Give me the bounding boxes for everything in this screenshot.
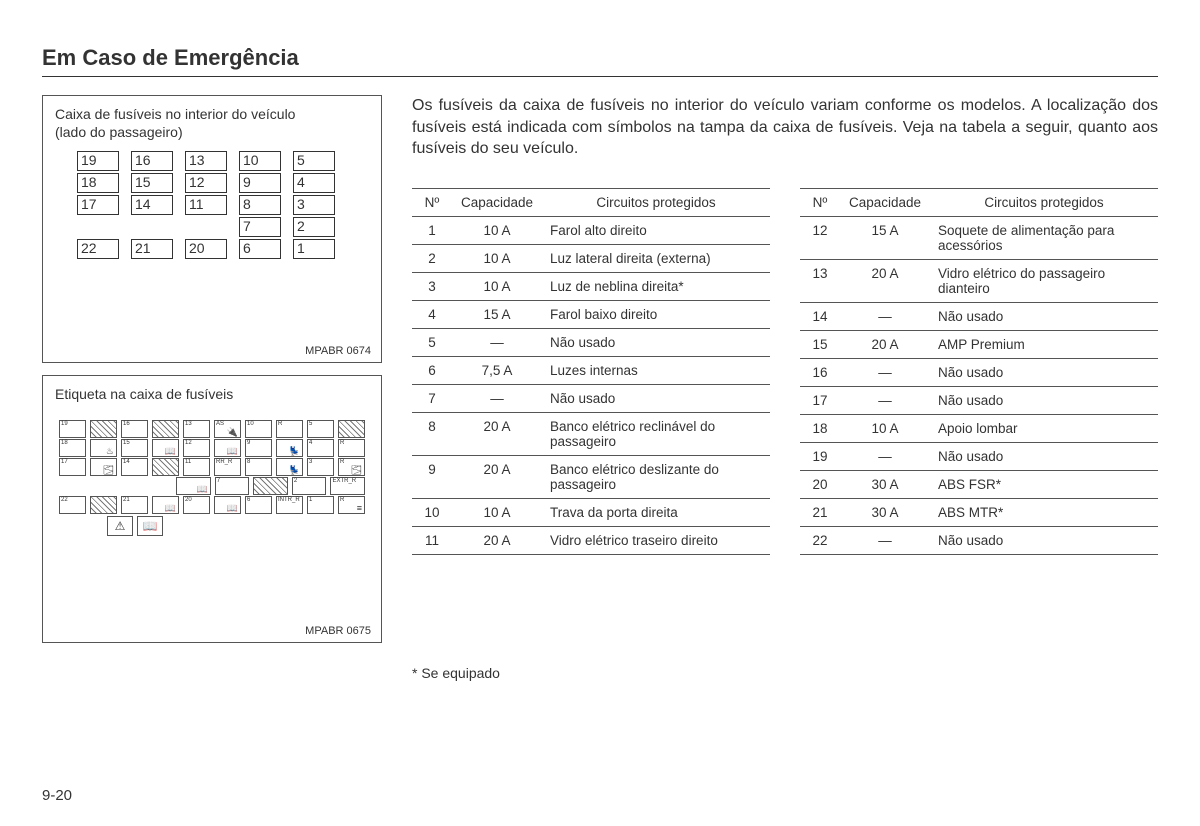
fuse-slot-20: 20	[185, 239, 227, 259]
table-row: 1810 AApoio lombar	[800, 414, 1158, 442]
figure1-code: MPABR 0674	[305, 345, 371, 357]
table-row: 22—Não usado	[800, 526, 1158, 554]
table-row: 19—Não usado	[800, 442, 1158, 470]
fuse-slot-7: 7	[239, 217, 281, 237]
figure2-code: MPABR 0675	[305, 625, 371, 637]
fuse-slot-1: 1	[293, 239, 335, 259]
table-row: 920 ABanco elétrico deslizante do passag…	[412, 455, 770, 498]
fuse-slot-6: 6	[239, 239, 281, 259]
table-row: 210 ALuz lateral direita (externa)	[412, 244, 770, 272]
fuse-slot-12: 12	[185, 173, 227, 193]
fuse-slot-2: 2	[293, 217, 335, 237]
fuse-table-right: Nº Capacidade Circuitos protegidos 1215 …	[800, 188, 1158, 555]
page-title: Em Caso de Emergência	[42, 45, 1158, 77]
page-number: 9-20	[42, 787, 72, 804]
fuse-slot-16: 16	[131, 151, 173, 171]
table-row: 1520 AAMP Premium	[800, 330, 1158, 358]
fuse-slot-19: 19	[77, 151, 119, 171]
table-row: 14—Não usado	[800, 302, 1158, 330]
th-cap: Capacidade	[840, 188, 930, 216]
left-column: Caixa de fusíveis no interior do veículo…	[42, 95, 382, 681]
table-row: 310 ALuz de neblina direita*	[412, 272, 770, 300]
figure-fusebox-interior: Caixa de fusíveis no interior do veículo…	[42, 95, 382, 363]
table-row: 2130 AABS MTR*	[800, 498, 1158, 526]
th-circ: Circuitos protegidos	[930, 188, 1158, 216]
fuse-slot-9: 9	[239, 173, 281, 193]
table-row: 67,5 ALuzes internas	[412, 356, 770, 384]
fuse-slot-5: 5	[293, 151, 335, 171]
th-circ: Circuitos protegidos	[542, 188, 770, 216]
table-row: 7—Não usado	[412, 384, 770, 412]
fuse-slot-17: 17	[77, 195, 119, 215]
fuse-slot-13: 13	[185, 151, 227, 171]
manual-icon: 📖	[137, 516, 163, 536]
table-row: 5—Não usado	[412, 328, 770, 356]
table-row: 17—Não usado	[800, 386, 1158, 414]
figure2-caption: Etiqueta na caixa de fusíveis	[55, 386, 369, 404]
right-column: Os fusíveis da caixa de fusíveis no inte…	[412, 95, 1158, 681]
intro-paragraph: Os fusíveis da caixa de fusíveis no inte…	[412, 95, 1158, 160]
fuse-slot-14: 14	[131, 195, 173, 215]
table-row: 2030 AABS FSR*	[800, 470, 1158, 498]
th-cap: Capacidade	[452, 188, 542, 216]
table-row: 1215 ASoquete de alimentação para acessó…	[800, 216, 1158, 259]
footnote: * Se equipado	[412, 665, 1158, 681]
th-n: Nº	[412, 188, 452, 216]
table-row: 1010 ATrava da porta direita	[412, 498, 770, 526]
fuse-slot-21: 21	[131, 239, 173, 259]
figure-fusebox-label: Etiqueta na caixa de fusíveis 19 16 13 A…	[42, 375, 382, 643]
table-row: 415 AFarol baixo direito	[412, 300, 770, 328]
th-n: Nº	[800, 188, 840, 216]
fuse-slot-18: 18	[77, 173, 119, 193]
main-layout: Caixa de fusíveis no interior do veículo…	[42, 95, 1158, 681]
table-row: 1120 AVidro elétrico traseiro direito	[412, 526, 770, 554]
fuse-slot-10: 10	[239, 151, 281, 171]
fuse-table-left: Nº Capacidade Circuitos protegidos 110 A…	[412, 188, 770, 555]
table-row: 820 ABanco elétrico reclinável do passag…	[412, 412, 770, 455]
warning-icon: ⚠	[107, 516, 133, 536]
figure1-caption-line1: Caixa de fusíveis no interior do veículo	[55, 106, 295, 122]
fuse-grid-diagram: 19161310518151294171411837222212061	[77, 151, 347, 259]
table-row: 1320 AVidro elétrico do passageiro diant…	[800, 259, 1158, 302]
table-row: 16—Não usado	[800, 358, 1158, 386]
tables-wrapper: Nº Capacidade Circuitos protegidos 110 A…	[412, 188, 1158, 555]
fuse-slot-4: 4	[293, 173, 335, 193]
fuse-slot-15: 15	[131, 173, 173, 193]
fuse-slot-11: 11	[185, 195, 227, 215]
table-row: 110 AFarol alto direito	[412, 216, 770, 244]
fuse-slot-3: 3	[293, 195, 335, 215]
figure1-caption-line2: (lado do passageiro)	[55, 124, 183, 140]
label-diagram: 19 16 13 AS🔌 10 R 5 18♨ 15📖 12 📖 9 💺	[59, 420, 365, 536]
fuse-slot-22: 22	[77, 239, 119, 259]
fuse-slot-8: 8	[239, 195, 281, 215]
